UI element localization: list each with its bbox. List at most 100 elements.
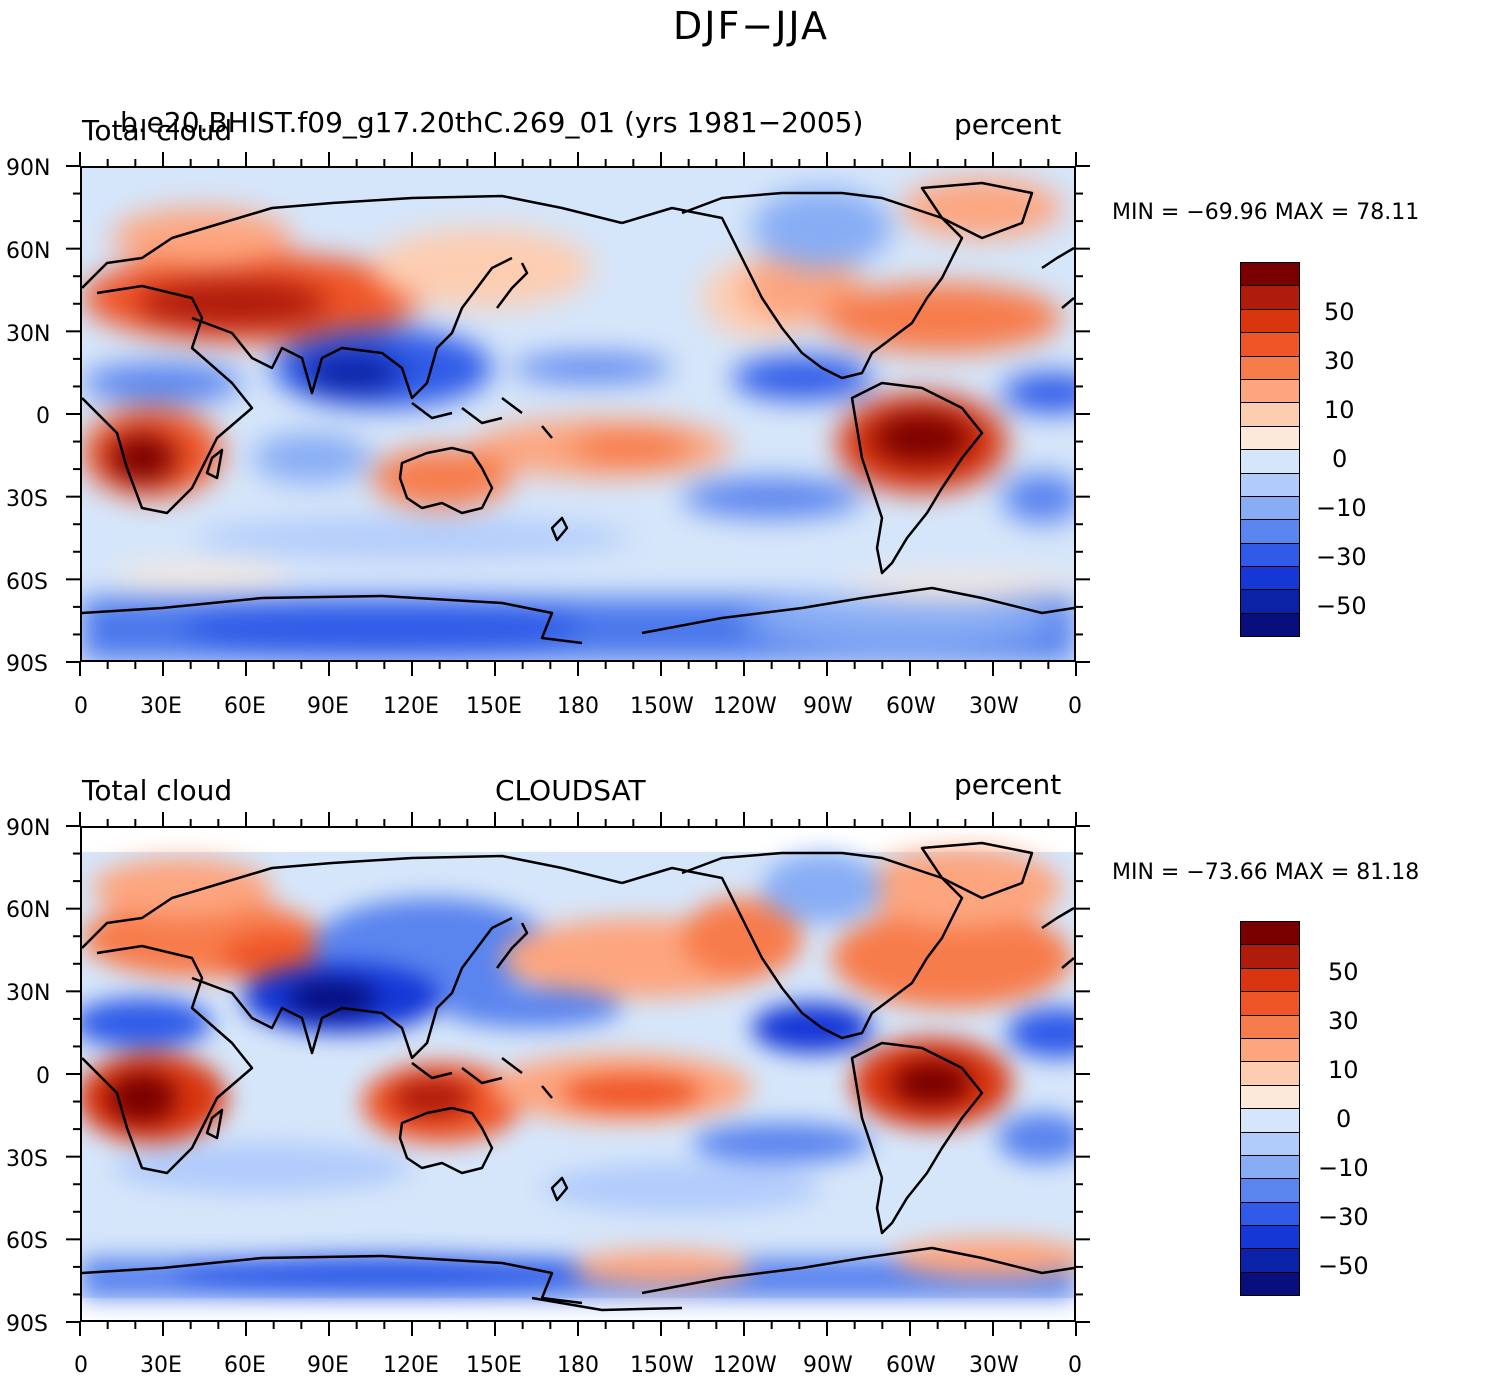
colorbar-swatch — [1240, 1061, 1300, 1086]
colorbar-swatch — [1240, 308, 1300, 334]
colorbar-swatch — [1240, 967, 1300, 993]
x-tick-label: 90W — [803, 1353, 853, 1378]
colorbar-label: −10 — [1318, 1154, 1369, 1182]
colorbar-label: 0 — [1336, 1105, 1352, 1133]
x-tick-label: 150E — [466, 694, 522, 719]
x-tick-label: 90E — [307, 1353, 349, 1378]
coastlines — [82, 181, 1074, 645]
min-max-label: MIN = −69.96 MAX = 78.11 — [1112, 200, 1420, 225]
colorbar-swatch — [1240, 921, 1300, 946]
x-tick-label: 30E — [140, 694, 182, 719]
x-tick-label: 0 — [1068, 1353, 1082, 1378]
y-tick-label: 90N — [6, 816, 51, 841]
colorbar-swatch — [1240, 944, 1300, 969]
colorbar-label: 50 — [1328, 958, 1359, 986]
y-tick-label: 90N — [6, 156, 51, 181]
colorbar-label: 30 — [1328, 1007, 1359, 1035]
x-tick-label: 120W — [713, 1353, 777, 1378]
panel-center-title: b.e20.BHIST.f09_g17.20thC.269_01 (yrs 19… — [120, 106, 864, 139]
colorbar-swatch — [1240, 589, 1300, 614]
figure-title: DJF−JJA — [673, 4, 829, 48]
colorbar-swatch — [1240, 612, 1300, 638]
y-tick-label: 0 — [36, 404, 50, 429]
x-tick-label: 0 — [74, 1353, 88, 1378]
colorbar-swatch — [1240, 1225, 1300, 1250]
colorbar-swatch — [1240, 1037, 1300, 1063]
colorbar-swatch — [1240, 1131, 1300, 1156]
x-tick-label: 120E — [383, 694, 439, 719]
x-tick-label: 0 — [1068, 694, 1082, 719]
x-tick-label: 0 — [74, 694, 88, 719]
y-tick-label: 60S — [6, 570, 48, 595]
y-tick-label: 90S — [6, 652, 48, 677]
colorbar-swatch — [1240, 1154, 1300, 1180]
y-tick-label: 30S — [6, 487, 48, 512]
colorbar-label: 10 — [1328, 1056, 1359, 1084]
colorbar-swatch — [1240, 1108, 1300, 1133]
coastlines — [82, 841, 1074, 1312]
colorbar-swatch — [1240, 402, 1300, 427]
colorbar-swatch — [1240, 542, 1300, 568]
colorbar-swatch — [1240, 472, 1300, 497]
x-tick-label: 120E — [383, 1353, 439, 1378]
x-tick-label: 30W — [969, 694, 1019, 719]
y-tick-label: 30N — [6, 981, 51, 1006]
y-tick-label: 0 — [36, 1064, 50, 1089]
x-tick-label: 180 — [557, 1353, 599, 1378]
colorbar-label: −10 — [1316, 494, 1367, 522]
colorbar-label: 30 — [1324, 347, 1355, 375]
panel-right-title: percent — [954, 768, 1062, 801]
x-tick-label: 60E — [224, 694, 266, 719]
colorbar-label: 50 — [1324, 298, 1355, 326]
colorbar — [1240, 262, 1300, 638]
colorbar-label: −50 — [1318, 1252, 1369, 1280]
x-tick-label: 90W — [803, 694, 853, 719]
anomaly-field — [82, 178, 1074, 660]
colorbar-swatch — [1240, 1178, 1300, 1203]
x-tick-label: 90E — [307, 694, 349, 719]
colorbar — [1240, 921, 1300, 1297]
y-tick-label: 60N — [6, 898, 51, 923]
colorbar-swatch — [1240, 378, 1300, 404]
min-max-label: MIN = −73.66 MAX = 81.18 — [1112, 860, 1420, 885]
colorbar-swatch — [1240, 1014, 1300, 1039]
x-tick-label: 30W — [969, 1353, 1019, 1378]
colorbar-label: 10 — [1324, 396, 1355, 424]
x-tick-label: 150W — [630, 1353, 694, 1378]
y-tick-label: 60N — [6, 239, 51, 264]
y-tick-label: 90S — [6, 1312, 48, 1337]
colorbar-swatch — [1240, 1084, 1300, 1110]
colorbar-swatch — [1240, 1248, 1300, 1273]
x-tick-label: 30E — [140, 1353, 182, 1378]
anomaly-field — [82, 848, 1074, 1298]
panel-left-title: Total cloud — [82, 114, 233, 147]
y-tick-label: 60S — [6, 1229, 48, 1254]
y-tick-label: 30S — [6, 1147, 48, 1172]
colorbar-swatch — [1240, 262, 1300, 287]
colorbar-label: 0 — [1332, 445, 1348, 473]
colorbar-swatch — [1240, 355, 1300, 380]
colorbar-swatch — [1240, 991, 1300, 1016]
x-tick-label: 60E — [224, 1353, 266, 1378]
y-tick-label: 30N — [6, 322, 51, 347]
x-tick-label: 120W — [713, 694, 777, 719]
colorbar-swatch — [1240, 332, 1300, 357]
x-tick-label: 150W — [630, 694, 694, 719]
x-tick-label: 180 — [557, 694, 599, 719]
colorbar-swatch — [1240, 425, 1300, 451]
colorbar-swatch — [1240, 566, 1300, 591]
map-cloudsat — [80, 826, 1076, 1322]
panel-center-title: CLOUDSAT — [495, 774, 646, 807]
x-tick-label: 60W — [886, 1353, 936, 1378]
colorbar-swatch — [1240, 519, 1300, 544]
panel-left-title: Total cloud — [82, 774, 233, 807]
x-tick-label: 150E — [466, 1353, 522, 1378]
x-tick-label: 60W — [886, 694, 936, 719]
colorbar-swatch — [1240, 1201, 1300, 1227]
colorbar-swatch — [1240, 1271, 1300, 1297]
colorbar-swatch — [1240, 285, 1300, 310]
colorbar-label: −30 — [1316, 543, 1367, 571]
panel-right-title: percent — [954, 108, 1062, 141]
map-model — [80, 166, 1076, 662]
colorbar-swatch — [1240, 449, 1300, 474]
